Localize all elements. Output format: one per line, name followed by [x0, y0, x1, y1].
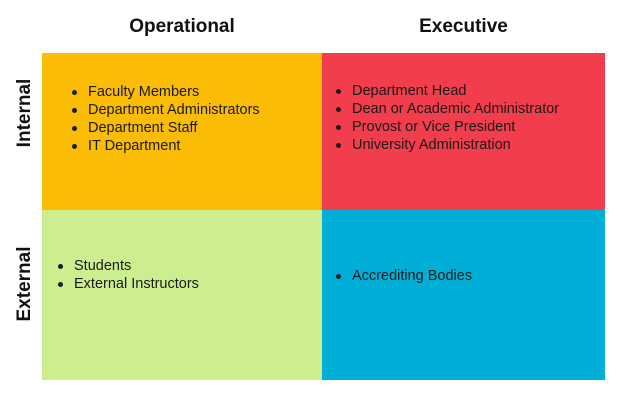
- list-item: IT Department: [70, 137, 260, 155]
- list-item: Provost or Vice President: [334, 118, 559, 136]
- column-header-operational: Operational: [129, 16, 235, 37]
- column-header-executive: Executive: [419, 16, 508, 37]
- stakeholder-list: Students External Instructors: [56, 257, 199, 293]
- row-header-external: External: [14, 246, 35, 322]
- row-header-internal: Internal: [14, 78, 35, 148]
- list-item: Students: [56, 257, 199, 275]
- list-item: Accrediting Bodies: [334, 267, 472, 285]
- stakeholder-list: Faculty Members Department Administrator…: [70, 83, 260, 155]
- stakeholder-list: Department Head Dean or Academic Adminis…: [334, 82, 559, 154]
- list-item: Department Head: [334, 82, 559, 100]
- list-item: Faculty Members: [70, 83, 260, 101]
- stakeholder-list: Accrediting Bodies: [334, 267, 472, 285]
- quadrant-external-executive: Accrediting Bodies: [322, 210, 605, 380]
- quadrant-internal-executive: Department Head Dean or Academic Adminis…: [322, 53, 605, 210]
- list-item: Department Administrators: [70, 101, 260, 119]
- quadrant-external-operational: Students External Instructors: [42, 210, 322, 380]
- list-item: Department Staff: [70, 119, 260, 137]
- quadrant-internal-operational: Faculty Members Department Administrator…: [42, 53, 322, 210]
- list-item: External Instructors: [56, 275, 199, 293]
- list-item: University Administration: [334, 136, 559, 154]
- list-item: Dean or Academic Administrator: [334, 100, 559, 118]
